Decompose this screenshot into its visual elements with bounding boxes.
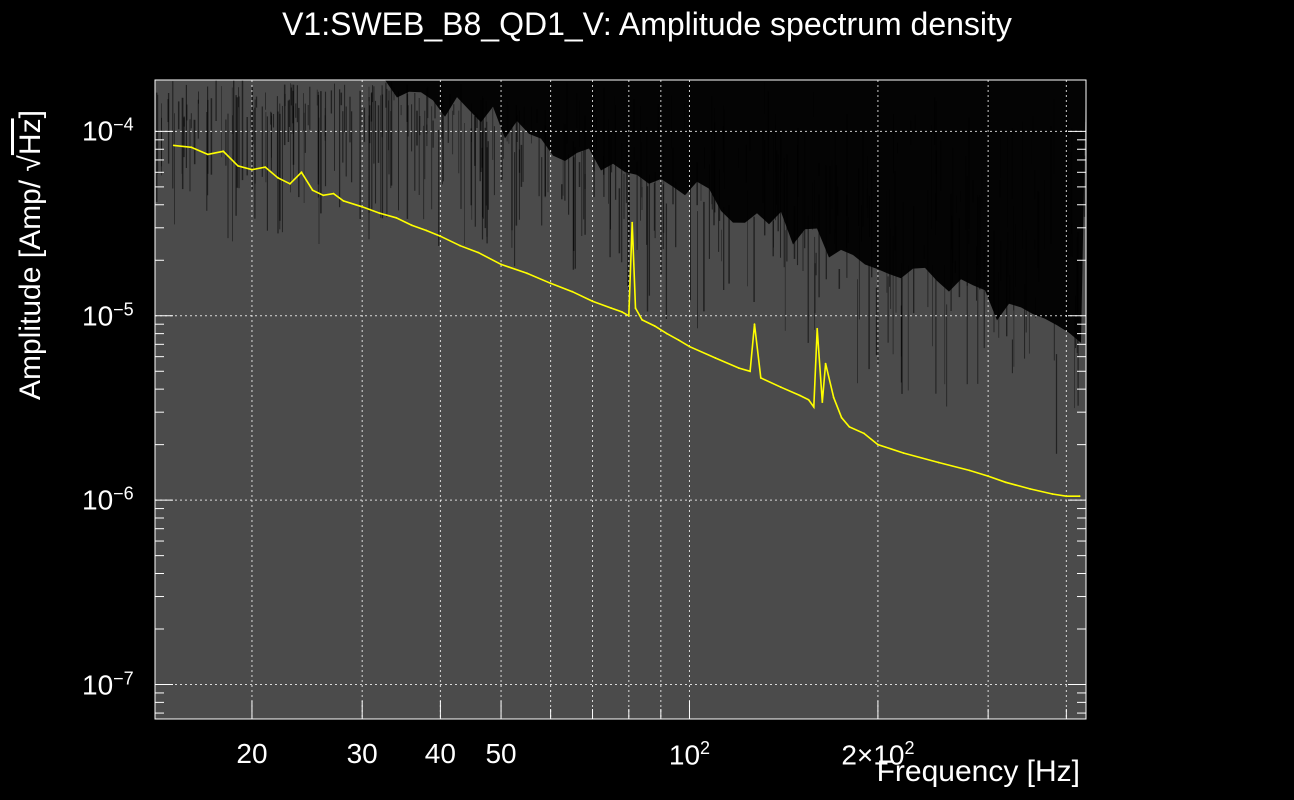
data-point [759, 377, 762, 379]
data-point [190, 146, 193, 149]
x-tick-label: 50 [485, 738, 517, 769]
data-point [332, 192, 335, 195]
data-point [500, 263, 502, 266]
x-tick-label: 2×102 [841, 738, 915, 771]
x-tick-label: 20 [236, 738, 268, 769]
data-point [621, 311, 623, 313]
x-tick-label: 40 [424, 738, 456, 769]
data-point [807, 398, 810, 401]
y-axis-label-sqrt: Hz [14, 118, 47, 156]
data-point [361, 205, 364, 208]
data-point [824, 362, 827, 365]
data-point [738, 367, 740, 369]
data-point [322, 194, 325, 197]
data-point [677, 339, 680, 341]
data-point [526, 272, 528, 275]
data-point [753, 323, 756, 326]
data-point [641, 319, 643, 321]
data-point [1065, 495, 1068, 498]
sqrt-symbol: √ [14, 155, 47, 172]
data-point [172, 144, 175, 147]
data-point [410, 224, 413, 227]
y-tick-label: 10−6 [82, 483, 134, 516]
data-point [832, 396, 835, 399]
data-point [634, 307, 637, 309]
data-point [311, 189, 314, 192]
data-point [798, 394, 801, 397]
series-layer [172, 144, 1081, 498]
data-point [251, 168, 253, 171]
chart-title: V1:SWEB_B8_QD1_V: Amplitude spectrum den… [282, 6, 1012, 42]
y-tick-label: 10−5 [82, 299, 134, 332]
y-axis-label: Amplitude [Amp/ √Hz] [14, 110, 48, 400]
data-point [206, 153, 209, 156]
data-point [477, 251, 480, 254]
plot-frame [154, 79, 1087, 720]
data-point [591, 300, 594, 303]
data-point [749, 370, 751, 373]
x-tick-label: 30 [346, 738, 378, 769]
y-axis-label-suffix: ] [14, 110, 47, 119]
data-point [877, 443, 879, 446]
data-point [289, 182, 291, 185]
data-point [222, 150, 225, 153]
data-point [627, 314, 630, 317]
data-point [816, 327, 819, 330]
grid-lines [155, 80, 1086, 719]
no-data-region [385, 80, 1086, 343]
data-point [812, 406, 815, 408]
x-tick-label: 102 [668, 738, 711, 771]
data-point [237, 165, 239, 167]
data-point [378, 212, 381, 215]
data-point [549, 282, 552, 285]
data-point [780, 386, 782, 389]
data-point [848, 425, 851, 428]
data-point [653, 325, 656, 327]
data-point [425, 229, 428, 232]
data-point [610, 307, 613, 309]
data-point [714, 357, 717, 359]
axis-ticks [155, 130, 1086, 719]
data-point [1004, 481, 1007, 484]
data-point [863, 432, 865, 435]
data-point [631, 221, 634, 224]
data-point [1078, 495, 1081, 498]
data-point [300, 171, 303, 174]
x-axis-label: Frequency [Hz] [876, 755, 1080, 788]
data-point [840, 416, 843, 419]
data-point [342, 200, 345, 202]
y-tick-label: 10−4 [82, 114, 134, 148]
y-axis-label-prefix: Amplitude [Amp/ [14, 171, 47, 400]
data-point [459, 244, 461, 247]
data-point [821, 401, 824, 403]
data-point [395, 216, 398, 219]
data-point [665, 332, 668, 335]
data-point [1051, 493, 1054, 495]
data-point [968, 469, 971, 472]
background-noise-traces [155, 80, 1086, 454]
data-point [277, 176, 279, 179]
data-point [439, 235, 442, 238]
data-point [571, 290, 574, 293]
y-tick-label: 10−7 [82, 667, 134, 701]
data-point [987, 475, 989, 477]
data-point [1029, 488, 1031, 490]
data-point [902, 452, 905, 454]
data-point [264, 166, 267, 169]
data-point [937, 461, 940, 464]
data-point [688, 345, 691, 348]
